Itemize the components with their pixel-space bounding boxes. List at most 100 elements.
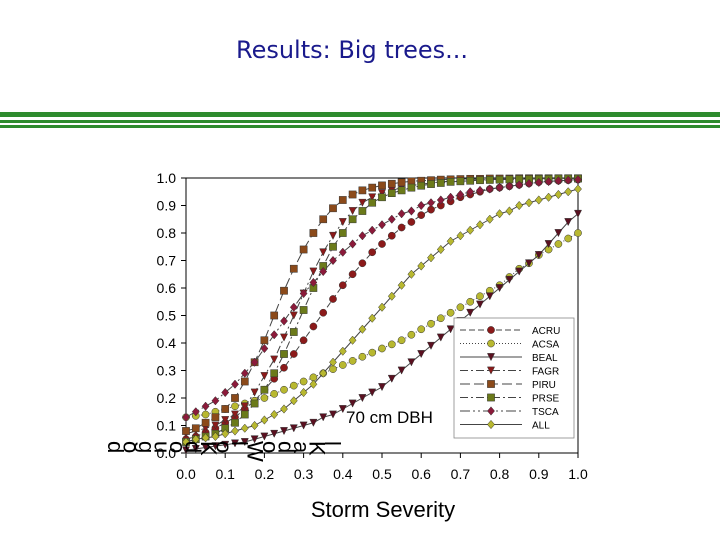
y-tick-label: 0.2	[157, 390, 177, 406]
data-point	[446, 236, 455, 246]
data-point	[495, 284, 504, 293]
data-point	[436, 244, 445, 255]
data-point	[270, 390, 279, 398]
data-point	[466, 297, 475, 306]
data-point	[564, 218, 573, 227]
slide-title: Results: Big trees...	[235, 36, 469, 64]
data-point	[280, 286, 288, 295]
data-point	[280, 404, 288, 414]
data-point	[221, 387, 230, 398]
data-point	[289, 350, 298, 358]
data-point	[231, 379, 239, 389]
data-point	[338, 361, 347, 369]
x-tick-label: 0.7	[451, 466, 471, 482]
y-tick-label: 0.8	[157, 225, 177, 241]
data-point	[319, 308, 328, 317]
data-point	[280, 385, 288, 394]
x-axis-title: Storm Severity	[311, 497, 455, 522]
data-point	[427, 319, 435, 328]
data-point	[348, 399, 357, 408]
data-point	[211, 421, 220, 430]
data-point	[378, 181, 386, 190]
data-point	[515, 180, 524, 190]
data-point	[574, 175, 582, 185]
title-rule-middle	[0, 120, 720, 123]
data-point	[368, 313, 377, 323]
data-point	[466, 187, 475, 197]
data-point	[181, 446, 191, 455]
x-tick-label: 0.4	[333, 466, 353, 482]
data-point	[299, 306, 308, 314]
data-point	[368, 198, 377, 207]
data-point	[201, 433, 210, 443]
y-tick-label: 0.4	[157, 335, 177, 351]
data-point	[309, 379, 318, 389]
data-point	[534, 251, 543, 260]
data-point	[485, 176, 494, 184]
data-point	[260, 336, 269, 345]
data-point	[280, 316, 288, 326]
data-point	[260, 385, 269, 394]
y-tick-label: 0.5	[157, 308, 177, 324]
data-point	[387, 340, 396, 349]
data-point	[191, 424, 200, 433]
data-point	[329, 204, 337, 213]
data-point	[299, 421, 308, 430]
data-point	[378, 344, 386, 353]
y-axis-title-char: d	[274, 441, 299, 453]
data-point	[250, 420, 259, 431]
data-point	[426, 341, 436, 350]
data-point	[270, 311, 279, 320]
data-point	[525, 198, 533, 208]
data-point	[436, 179, 445, 187]
data-point	[377, 383, 387, 392]
legend-swatch-marker	[487, 406, 495, 416]
series-acsa	[182, 229, 582, 422]
data-point	[534, 177, 543, 187]
data-point	[231, 402, 239, 411]
y-axis-title-char: d	[103, 441, 128, 453]
data-point	[240, 410, 249, 419]
legend-label: ACRU	[532, 326, 560, 337]
data-point	[417, 211, 426, 219]
data-point	[299, 377, 308, 386]
data-point	[397, 366, 406, 375]
data-point	[446, 308, 455, 317]
data-point	[260, 372, 269, 381]
data-point	[358, 231, 367, 241]
series-lines	[181, 174, 583, 455]
data-point	[417, 181, 426, 190]
y-tick-label: 0.0	[157, 445, 177, 461]
data-point	[328, 410, 338, 419]
data-point	[446, 192, 455, 202]
data-point	[417, 261, 426, 271]
series-all	[182, 184, 582, 447]
data-point	[427, 180, 435, 188]
data-point	[329, 295, 337, 303]
data-point	[231, 394, 239, 402]
legend-label: FAGR	[532, 367, 559, 378]
data-point	[182, 412, 190, 422]
data-point	[221, 429, 230, 439]
data-point	[387, 179, 396, 188]
data-point	[338, 247, 347, 257]
data-point	[534, 195, 543, 205]
data-point	[554, 189, 563, 200]
x-tick-label: 0.5	[372, 466, 392, 482]
data-point	[211, 396, 220, 406]
data-point	[211, 431, 220, 442]
data-point	[201, 401, 210, 411]
data-point	[574, 184, 582, 194]
data-point	[221, 440, 230, 449]
data-point	[348, 215, 357, 224]
data-point	[270, 409, 279, 420]
data-point	[358, 352, 367, 361]
data-point	[319, 248, 328, 257]
data-point	[358, 324, 367, 334]
data-point	[397, 280, 406, 290]
x-tick-label: 0.1	[215, 466, 235, 482]
data-point	[495, 209, 504, 219]
data-point	[240, 423, 249, 433]
data-point	[417, 200, 426, 211]
